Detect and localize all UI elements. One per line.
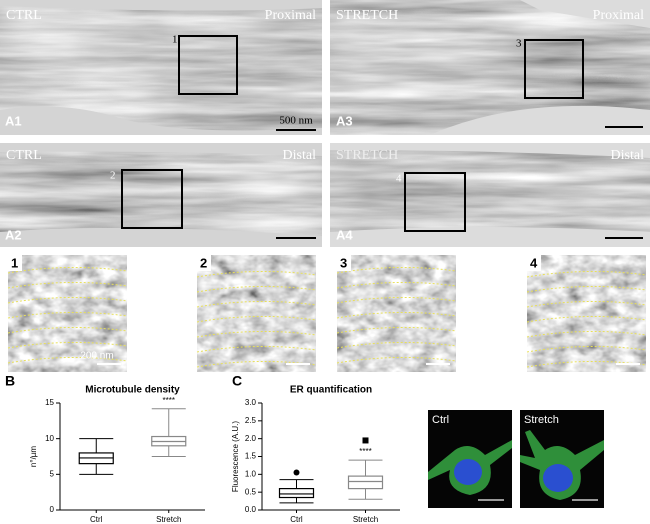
scale-label: 500 nm [279,115,313,127]
image-label: Ctrl [432,414,449,426]
microtubule-trace [336,341,457,349]
em-panel: STRETCH Proximal 3 A3 [330,0,650,135]
y-axis-label: Fluorescence (A.U.) [231,421,240,492]
condition: CTRL [6,148,42,163]
outlier [362,437,369,444]
condition: STRETCH [336,8,398,23]
label-bg [8,255,22,271]
microtubule-trace [7,281,128,289]
panel-label: B [5,373,15,389]
panel-label: A3 [336,113,353,128]
scale-label: 200 nm [80,351,113,362]
y-tick-label: 5 [50,469,55,478]
fluorescence-panel: Stretch [520,410,604,508]
microtubule-trace [7,296,128,304]
em-panel: STRETCH Distal 4 A4 [330,143,650,247]
x-tick-label: Ctrl [90,515,103,524]
x-tick-label: Stretch [156,515,181,524]
box-label: 1 [172,34,178,46]
microtubule-trace [336,296,457,304]
fluorescence-panel: Ctrl [428,410,512,508]
microtubule-trace [526,300,647,308]
microtubule-trace [526,270,647,278]
em-panel: CTRL Proximal 1 A1 500 nm [0,0,322,135]
microtubule-trace [7,311,128,319]
microtubule-trace [196,360,317,368]
microtubule-trace [196,315,317,323]
microtubule-trace [336,311,457,319]
zoom-image [197,255,316,372]
zoom-image [8,255,127,372]
y-tick-label: 0.5 [245,487,257,496]
em-panel: CTRL Distal 2 A2 [0,143,322,247]
microtubule-trace [196,345,317,353]
chart-title: ER quantification [290,385,372,396]
chart-title: Microtubule density [85,385,180,396]
zoom-label: 2 [200,255,207,270]
microtubule-trace [7,266,128,274]
significance: **** [163,396,175,405]
microtubule-trace [196,330,317,338]
y-tick-label: 2.5 [245,416,257,425]
box [278,488,315,499]
y-tick-label: 0.0 [245,505,257,514]
zoom-image [337,255,456,372]
microtubule-trace [196,285,317,293]
microtubule-trace [7,326,128,334]
zoom-panels: 1 200 nm 2 3 4 [7,255,647,372]
microtubule-trace [526,285,647,293]
y-axis-label: n°/µm [29,446,38,467]
microtubule-trace [196,300,317,308]
box-label: 4 [396,173,402,185]
microtubule-trace [526,360,647,368]
panel-label: A4 [336,227,353,242]
microtubule-trace [526,345,647,353]
y-tick-label: 0 [50,505,55,514]
region: Proximal [265,8,316,23]
significance: **** [359,447,371,456]
y-tick-label: 3.0 [245,398,257,407]
x-tick-label: Ctrl [290,515,303,524]
outlier [293,469,300,476]
condition: CTRL [6,8,42,23]
microtubule-trace [196,270,317,278]
label-bg [527,255,541,271]
condition: STRETCH [336,148,398,163]
zoom-image [527,255,646,372]
y-tick-label: 10 [45,434,54,443]
label-bg [197,255,211,271]
region: Distal [611,148,645,163]
microtubule-trace [336,356,457,364]
panel-label: A1 [5,113,22,128]
x-tick-label: Stretch [353,515,378,524]
microtubule-trace [7,356,128,364]
y-tick-label: 2.0 [245,434,257,443]
microtubule-trace [526,330,647,338]
y-tick-label: 1.5 [245,452,257,461]
zoom-label: 3 [340,255,347,270]
region: Proximal [593,8,644,23]
y-tick-label: 1.0 [245,469,257,478]
panel-label: C [232,373,242,389]
zoom-label: 4 [530,255,538,270]
panel-label: A2 [5,227,22,242]
microtubule-trace [7,341,128,349]
zoom-label: 1 [11,255,18,270]
label-bg [337,255,351,271]
image-label: Stretch [524,414,559,426]
y-tick-label: 15 [45,398,54,407]
box-label: 3 [516,38,522,50]
microtubule-trace [336,281,457,289]
box-label: 2 [110,170,116,182]
region: Distal [283,148,317,163]
microtubule-trace [526,315,647,323]
microtubule-trace [336,326,457,334]
box [347,475,384,490]
microtubule-trace [336,266,457,274]
